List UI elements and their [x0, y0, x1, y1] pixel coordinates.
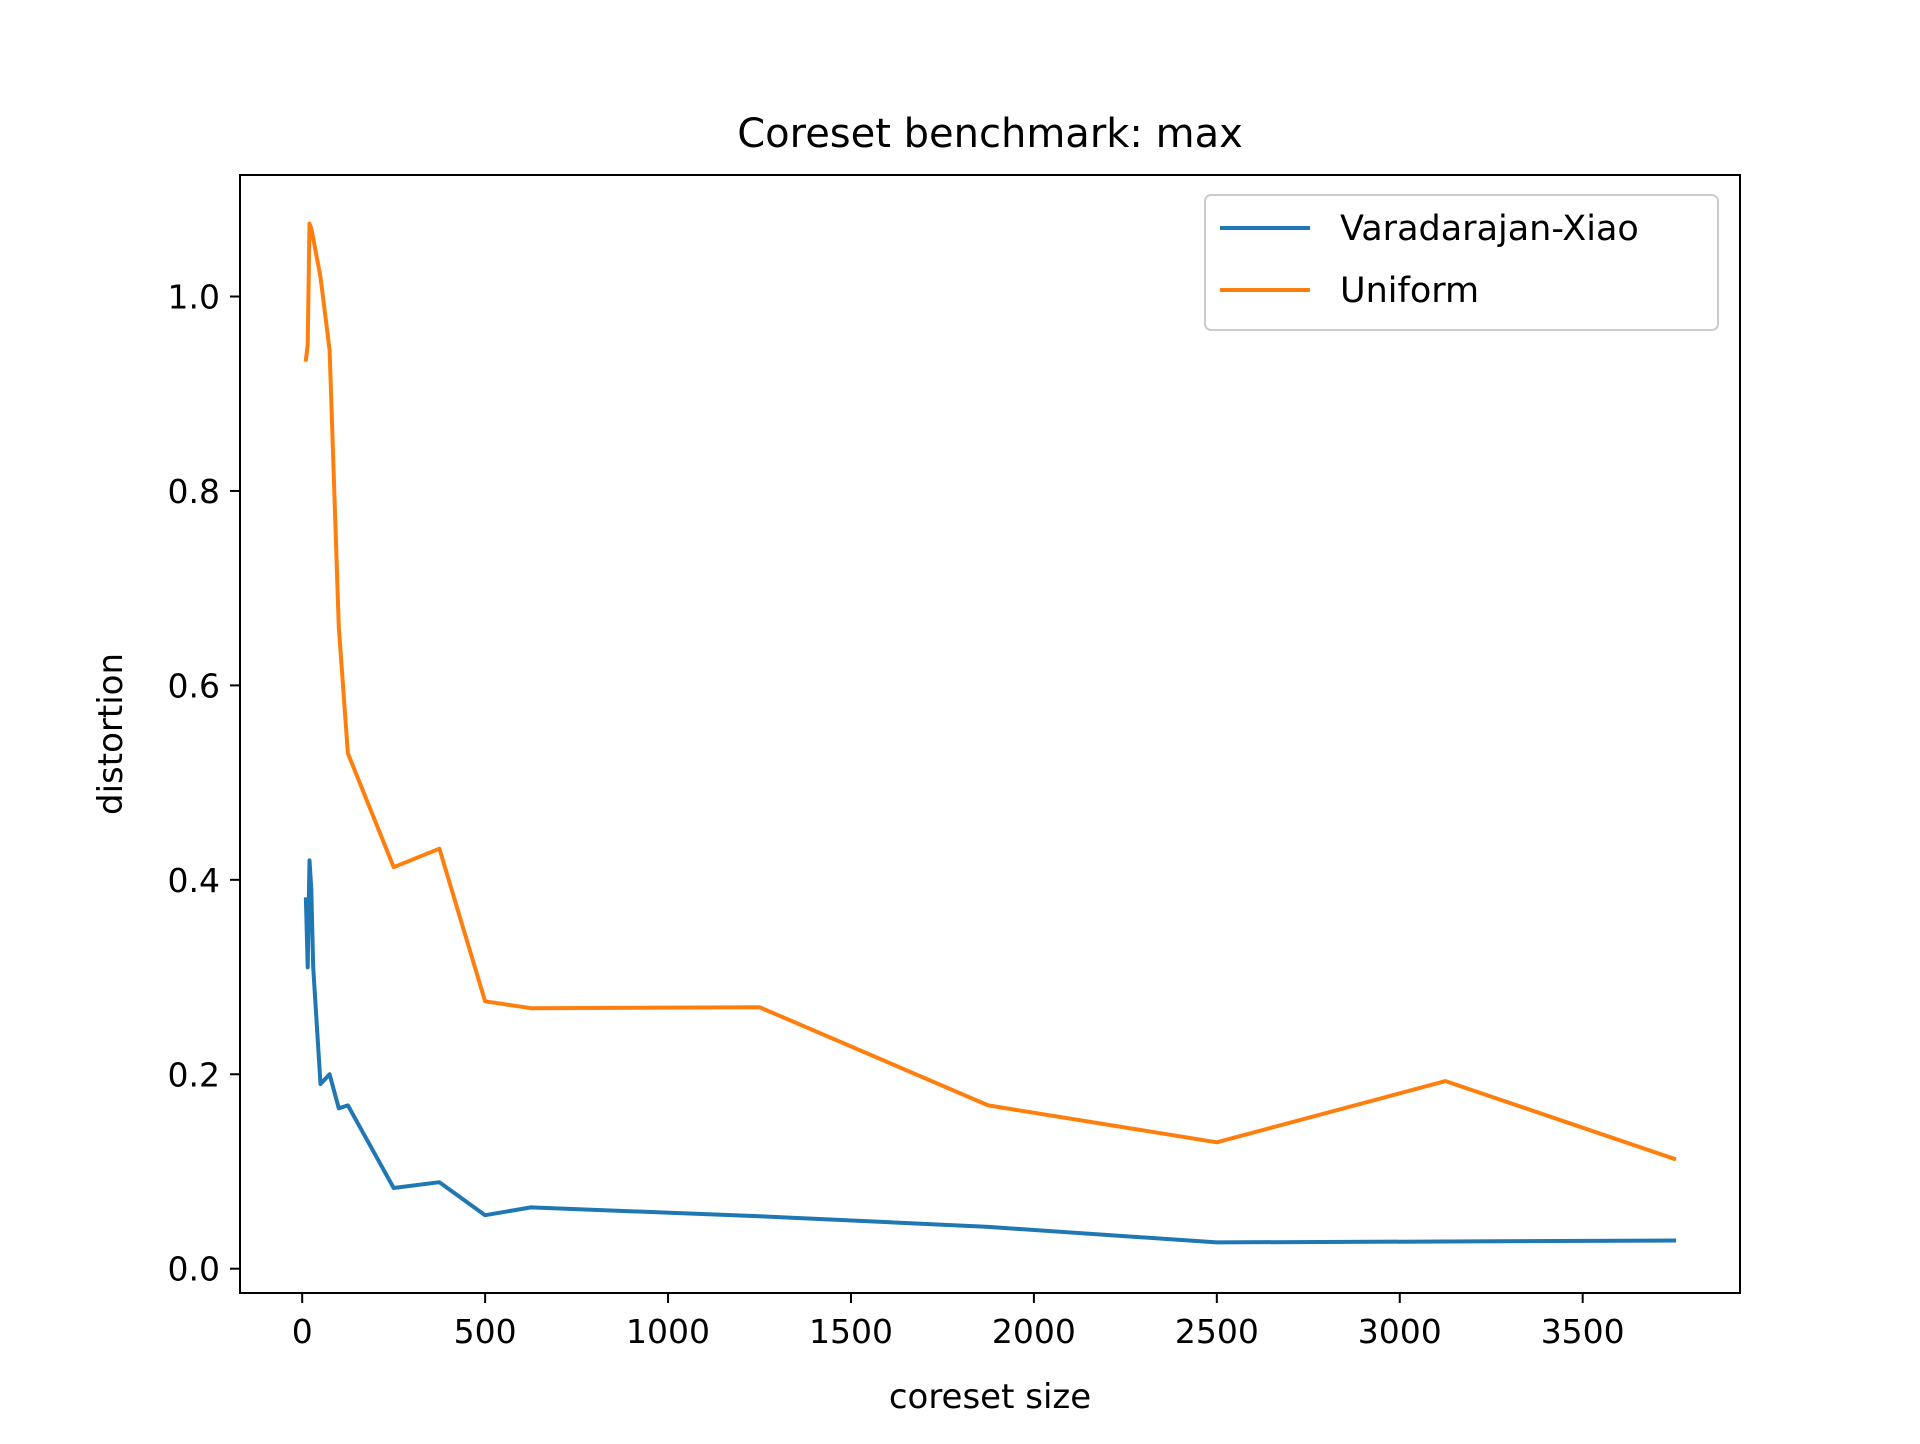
- series-line-uniform: [303, 221, 1677, 1162]
- y-tick-label: 0.8: [168, 472, 220, 511]
- y-tick-label: 0.4: [168, 861, 220, 900]
- y-axis-label: distortion: [91, 653, 131, 815]
- y-tick-label: 1.0: [168, 278, 220, 317]
- y-tick-label: 0.6: [168, 666, 220, 705]
- x-tick-label: 0: [292, 1312, 313, 1351]
- x-tick-label: 2000: [992, 1312, 1076, 1351]
- y-axis-ticks: 0.0 0.2 0.4 0.6 0.8 1.0: [168, 278, 240, 1289]
- chart-title: Coreset benchmark: max: [737, 111, 1243, 157]
- x-tick-label: 1500: [809, 1312, 893, 1351]
- legend: Varadarajan-Xiao Uniform: [1204, 194, 1719, 331]
- y-tick-label: 0.2: [168, 1055, 220, 1094]
- legend-box: [1204, 194, 1719, 331]
- x-tick-label: 2500: [1175, 1312, 1259, 1351]
- x-tick-label: 3000: [1358, 1312, 1442, 1351]
- plot-frame: [239, 174, 1741, 1294]
- x-axis-ticks: 0 500 1000 1500 2000 2500 3000 3500: [292, 1293, 1625, 1351]
- x-tick-label: 3500: [1541, 1312, 1625, 1351]
- x-tick-label: 1000: [626, 1312, 710, 1351]
- series-layer: [303, 221, 1677, 1245]
- x-tick-label: 500: [454, 1312, 517, 1351]
- legend-label-uniform: Uniform: [1340, 271, 1479, 311]
- x-axis-label: coreset size: [889, 1377, 1091, 1417]
- series-line-varadarajan-xiao: [303, 858, 1677, 1245]
- legend-label-varadarajan-xiao: Varadarajan-Xiao: [1340, 209, 1639, 249]
- y-tick-label: 0.0: [168, 1250, 220, 1289]
